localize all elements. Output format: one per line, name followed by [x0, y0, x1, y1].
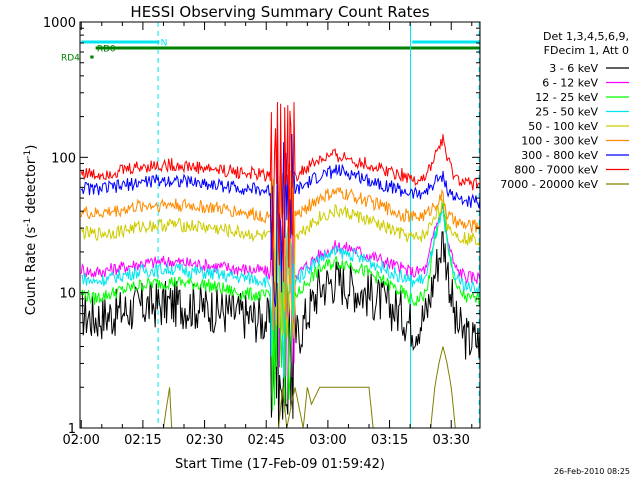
footer-date: 26-Feb-2010 08:25 [554, 467, 630, 476]
legend-label-0: 3 - 6 keV [549, 62, 598, 75]
legend-label-7: 800 - 7000 keV [514, 164, 598, 177]
legend-label-3: 25 - 50 keV [535, 106, 598, 119]
legend-label-5: 100 - 300 keV [521, 135, 598, 148]
series-layer [80, 101, 480, 428]
x-tick-label-2: 02:30 [186, 433, 223, 448]
x-tick-label-0: 02:00 [62, 433, 99, 448]
series-line-4 [80, 176, 480, 339]
y-axis-label-mid: detector [24, 158, 39, 218]
series-line-6 [80, 122, 480, 307]
plot-frame [79, 21, 481, 429]
legend-label-1: 6 - 12 keV [542, 77, 598, 90]
series-line-2 [80, 201, 480, 412]
chart-title: HESSI Observing Summary Count Rates [130, 3, 429, 21]
x-axis-label: Start Time (17-Feb-09 01:59:42) [175, 457, 385, 472]
series-line-0 [80, 231, 480, 428]
y-tick-label-2: 100 [51, 151, 76, 166]
y-tick-label-0: 1 [68, 422, 76, 437]
y-tick-label-1: 10 [59, 287, 76, 302]
x-tick-label-1: 02:15 [124, 433, 161, 448]
legend: Det 1,3,4,5,6,9,FDecim 1, Att 0 3 - 6 keV… [500, 30, 629, 191]
y-tick-label-3: 1000 [43, 16, 76, 31]
y-axis-label: Count Rate (s-1 detector-1) [23, 145, 39, 316]
legend-header-1: FDecim 1, Att 0 [544, 44, 629, 57]
legend-header-0: Det 1,3,4,5,6,9, [543, 30, 629, 43]
x-tick-label-6: 03:30 [432, 433, 469, 448]
x-tick-label-5: 03:15 [371, 433, 408, 448]
flag-label-rd0: RD0 [97, 45, 116, 55]
legend-label-2: 12 - 25 keV [535, 91, 598, 104]
legend-label-4: 50 - 100 keV [528, 120, 598, 133]
flags-layer: N RD0 RD4 [61, 39, 480, 64]
flag-label-n: N [161, 39, 168, 49]
y-axis-label-main: Count Rate (s [24, 227, 39, 316]
y-axis-label-end: ) [24, 145, 39, 150]
legend-label-6: 300 - 800 keV [521, 149, 598, 162]
flag-label-rd4: RD4 [61, 54, 80, 64]
y-axis-label-sup-2: -1 [23, 150, 33, 159]
y-axis-label-sup-1: -1 [23, 218, 33, 227]
x-tick-label-3: 02:45 [247, 433, 284, 448]
axes-layer: 02:00 02:15 02:30 02:45 03:00 03:15 03:30 1 10 10… [43, 16, 481, 448]
x-tick-label-4: 03:00 [309, 433, 346, 448]
series-line-7 [80, 101, 480, 282]
series-line-8 [81, 346, 456, 428]
legend-label-8: 7000 - 20000 keV [500, 178, 598, 191]
